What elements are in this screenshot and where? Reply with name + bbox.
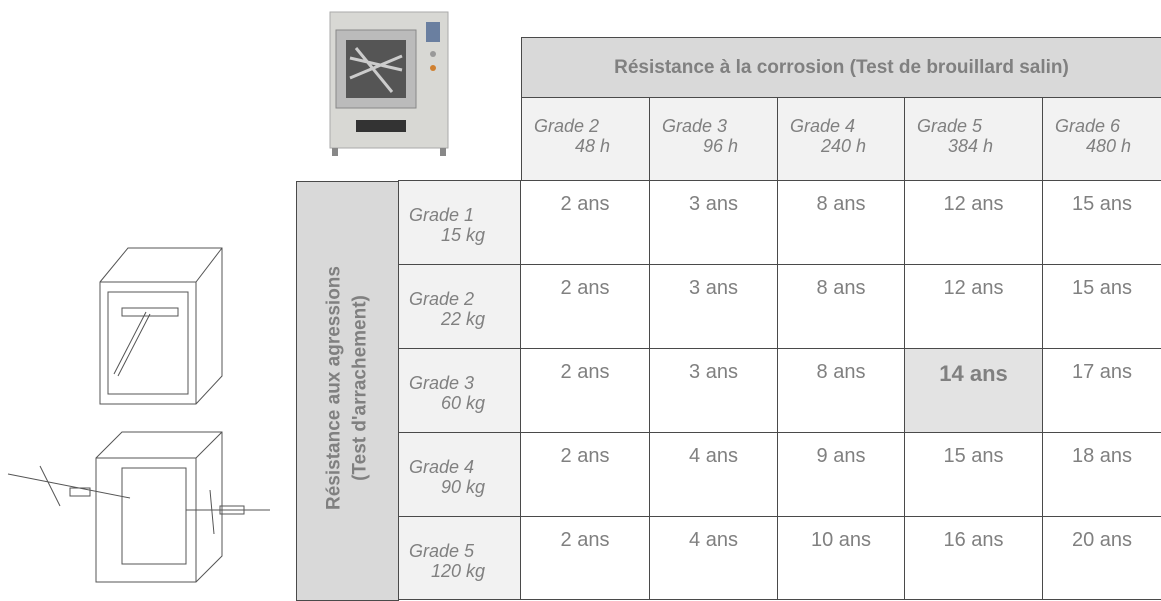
cell-value: 10 ans — [810, 529, 872, 551]
column-time: 240 h — [820, 136, 866, 156]
cell-value: 4 ans — [689, 445, 738, 467]
table-cell: 4 ans — [649, 516, 778, 600]
table-cell: 8 ans — [777, 264, 905, 349]
table-cell: 12 ans — [904, 180, 1043, 265]
table-cell: 9 ans — [777, 432, 905, 517]
column-header: Grade 4 240 h — [777, 97, 905, 182]
table-cell: 3 ans — [649, 348, 778, 433]
row-header-cell — [296, 181, 399, 601]
cell-value: 16 ans — [943, 529, 1004, 551]
cell-value: 15 ans — [1071, 277, 1133, 299]
row-header: Résistance aux agressions (Test d'arrache… — [297, 181, 399, 596]
column-grade: Grade 2 — [534, 116, 600, 136]
column-grade: Grade 3 — [662, 116, 728, 136]
row-label-text: Grade 4 90 kg — [409, 457, 485, 497]
row-weight: 120 kg — [430, 561, 485, 581]
column-time: 96 h — [702, 136, 738, 156]
cell-value: 18 ans — [1071, 445, 1133, 467]
cell-value: 15 ans — [943, 445, 1004, 467]
title-text: Résistance à la corrosion (Test de broui… — [614, 56, 1069, 78]
table-cell: 20 ans — [1042, 516, 1161, 600]
row-grade: Grade 5 — [409, 541, 475, 561]
cell-value: 9 ans — [816, 445, 866, 467]
column-header: Grade 2 48 h — [521, 97, 650, 182]
table-cell: 8 ans — [777, 348, 905, 433]
cell-value: 3 ans — [689, 277, 738, 299]
salt-spray-chamber — [329, 11, 449, 156]
cell-value: 15 ans — [1071, 193, 1133, 215]
cell-value: 20 ans — [1071, 529, 1133, 551]
cell-value: 4 ans — [689, 529, 738, 551]
table-cell: 15 ans — [1042, 264, 1161, 349]
column-label: Grade 6 480 h — [1055, 116, 1131, 156]
table-cell: 8 ans — [777, 180, 905, 265]
cell-value: 12 ans — [943, 193, 1004, 215]
column-grade: Grade 4 — [790, 116, 856, 136]
table-cell: 12 ans — [904, 264, 1043, 349]
cell-value: 2 ans — [560, 277, 610, 299]
row-label: Grade 5 120 kg — [398, 516, 522, 600]
row-grade: Grade 2 — [409, 289, 475, 309]
cell-value: 8 ans — [816, 361, 866, 383]
column-label: Grade 3 96 h — [662, 116, 738, 156]
row-grade: Grade 4 — [409, 457, 475, 477]
row-label: Grade 1 15 kg — [398, 180, 522, 265]
table-cell: 2 ans — [520, 516, 650, 600]
cell-value: 2 ans — [560, 445, 610, 467]
row-label: Grade 3 60 kg — [398, 348, 522, 433]
row-header-line: (Test d'arrachement) — [349, 295, 371, 481]
pull-test-drawings — [7, 247, 270, 583]
cell-value: 17 ans — [1071, 361, 1133, 383]
table-cell: 2 ans — [520, 432, 650, 517]
cell-value: 2 ans — [560, 361, 610, 383]
table-cell: 2 ans — [520, 348, 650, 433]
table-cell: 2 ans — [520, 180, 650, 265]
column-header: Grade 5 384 h — [904, 97, 1043, 182]
cell-value: 12 ans — [943, 277, 1004, 299]
column-time: 480 h — [1085, 136, 1131, 156]
table-title: Résistance à la corrosion (Test de broui… — [521, 37, 1161, 98]
row-label-text: Grade 1 15 kg — [409, 205, 485, 245]
column-grade: Grade 5 — [917, 116, 983, 136]
row-weight: 15 kg — [440, 225, 485, 245]
cell-value: 3 ans — [689, 361, 738, 383]
column-time: 384 h — [947, 136, 993, 156]
table-cell: 10 ans — [777, 516, 905, 600]
row-label-text: Grade 3 60 kg — [409, 373, 485, 413]
table-cell: 17 ans — [1042, 348, 1161, 433]
table-cell: 18 ans — [1042, 432, 1161, 517]
column-grade: Grade 6 — [1055, 116, 1121, 136]
table-cell: 15 ans — [904, 432, 1043, 517]
table-cell: 14 ans — [904, 348, 1043, 433]
row-label: Grade 2 22 kg — [398, 264, 522, 349]
table-cell: 3 ans — [649, 264, 778, 349]
row-weight: 22 kg — [440, 309, 485, 329]
column-label: Grade 5 384 h — [917, 116, 993, 156]
table-cell: 2 ans — [520, 264, 650, 349]
column-header: Grade 6 480 h — [1042, 97, 1161, 182]
table-cell: 16 ans — [904, 516, 1043, 600]
row-label: Grade 4 90 kg — [398, 432, 522, 517]
row-label-text: Grade 2 22 kg — [409, 289, 485, 329]
table-cell: 3 ans — [649, 180, 778, 265]
column-time: 48 h — [574, 136, 610, 156]
table-cell: 4 ans — [649, 432, 778, 517]
row-header-line: Résistance aux agressions — [323, 266, 345, 510]
row-grade: Grade 3 — [409, 373, 475, 393]
row-label-text: Grade 5 120 kg — [409, 541, 485, 581]
cell-value: 2 ans — [560, 529, 610, 551]
column-label: Grade 4 240 h — [790, 116, 866, 156]
cell-value: 8 ans — [816, 277, 866, 299]
column-header: Grade 3 96 h — [649, 97, 778, 182]
cell-value: 3 ans — [689, 193, 738, 215]
column-label: Grade 2 48 h — [534, 116, 610, 156]
row-weight: 90 kg — [440, 477, 485, 497]
cell-value: 8 ans — [816, 193, 866, 215]
cell-value: 14 ans — [939, 361, 1008, 386]
row-weight: 60 kg — [440, 393, 485, 413]
row-grade: Grade 1 — [409, 205, 475, 225]
cell-value: 2 ans — [560, 193, 610, 215]
table-cell: 15 ans — [1042, 180, 1161, 265]
